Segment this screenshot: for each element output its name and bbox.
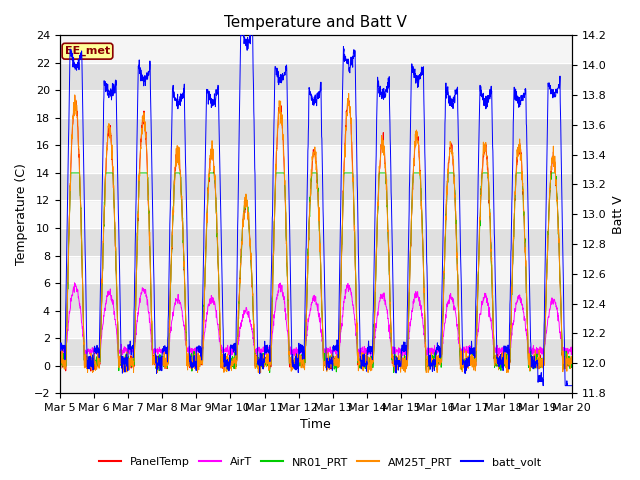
Bar [60,311,572,338]
Bar [60,63,572,90]
Bar [60,201,572,228]
Bar [60,366,572,393]
Y-axis label: Temperature (C): Temperature (C) [15,163,28,265]
X-axis label: Time: Time [300,419,331,432]
Bar [60,228,572,255]
Y-axis label: Batt V: Batt V [612,195,625,234]
Legend: PanelTemp, AirT, NR01_PRT, AM25T_PRT, batt_volt: PanelTemp, AirT, NR01_PRT, AM25T_PRT, ba… [94,452,546,472]
Bar [60,145,572,173]
Bar [60,338,572,366]
Text: EE_met: EE_met [65,46,110,56]
Bar [60,118,572,145]
Bar [60,173,572,201]
Bar [60,36,572,63]
Bar [60,255,572,283]
Bar [60,283,572,311]
Bar [60,90,572,118]
Title: Temperature and Batt V: Temperature and Batt V [225,15,407,30]
